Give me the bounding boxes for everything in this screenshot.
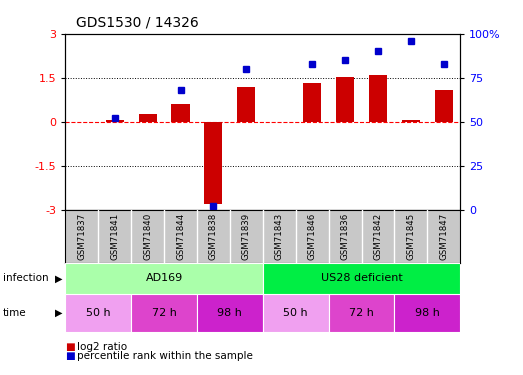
Bar [328,294,394,332]
Bar [435,90,453,122]
Text: log2 ratio: log2 ratio [77,342,127,352]
Text: AD169: AD169 [145,273,183,284]
Text: ▶: ▶ [55,273,63,284]
Bar [336,77,354,122]
Text: GSM71846: GSM71846 [308,213,316,260]
Bar [106,120,124,122]
Bar [131,294,197,332]
Text: ▶: ▶ [55,308,63,318]
Text: 98 h: 98 h [415,308,440,318]
Bar [204,122,222,204]
Text: GSM71845: GSM71845 [406,213,415,260]
Text: GDS1530 / 14326: GDS1530 / 14326 [76,16,199,30]
Text: GSM71838: GSM71838 [209,213,218,260]
Bar [369,75,387,122]
Text: time: time [3,308,26,318]
Bar [263,294,328,332]
Bar [172,104,190,122]
Text: 72 h: 72 h [152,308,177,318]
Text: US28 deficient: US28 deficient [321,273,402,284]
Bar [402,120,420,122]
Text: GSM71836: GSM71836 [340,213,349,260]
Text: GSM71842: GSM71842 [373,213,382,260]
Text: 72 h: 72 h [349,308,374,318]
Bar [303,83,321,122]
Bar [394,294,460,332]
Bar [139,114,157,122]
Text: ■: ■ [65,351,75,361]
Text: GSM71843: GSM71843 [275,213,284,260]
Text: ■: ■ [65,342,75,352]
Text: 50 h: 50 h [86,308,110,318]
Text: GSM71837: GSM71837 [77,213,86,260]
Text: infection: infection [3,273,48,284]
Text: GSM71841: GSM71841 [110,213,119,260]
Bar [237,87,255,122]
Bar [65,262,263,294]
Bar [263,262,460,294]
Text: GSM71840: GSM71840 [143,213,152,260]
Text: GSM71847: GSM71847 [439,213,448,260]
Bar [197,294,263,332]
Text: percentile rank within the sample: percentile rank within the sample [77,351,253,361]
Text: GSM71839: GSM71839 [242,213,251,260]
Text: 50 h: 50 h [283,308,308,318]
Text: GSM71844: GSM71844 [176,213,185,260]
Text: 98 h: 98 h [218,308,242,318]
Bar [65,294,131,332]
